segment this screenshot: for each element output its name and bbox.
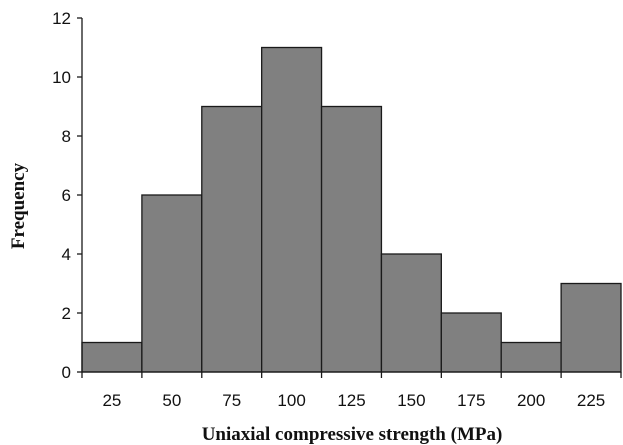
x-tick-label: 175 [457, 391, 485, 410]
x-ticks-group: 25 50 75 100 125 150 175 200 225 [81, 372, 622, 410]
y-tick-label: 12 [52, 9, 71, 28]
x-tick-label: 50 [162, 391, 181, 410]
bar-175 [440, 312, 502, 373]
bar-200 [500, 341, 562, 373]
bar-225 [560, 282, 622, 373]
bar-150 [380, 253, 442, 373]
bars-group [81, 46, 622, 373]
x-tick-label: 75 [222, 391, 241, 410]
bar-125 [320, 105, 383, 373]
y-axis-title: Frequency [8, 162, 29, 249]
y-tick-label: 8 [62, 127, 71, 146]
y-tick-label: 6 [62, 186, 71, 205]
x-tick-label: 225 [577, 391, 605, 410]
y-ticks-group: 0 2 4 6 8 10 12 [52, 9, 82, 382]
y-tick-label: 2 [62, 304, 71, 323]
x-tick-label: 100 [277, 391, 305, 410]
y-tick-label: 0 [62, 363, 71, 382]
y-tick-label: 10 [52, 68, 71, 87]
x-axis-title: Uniaxial compressive strength (MPa) [202, 424, 503, 445]
bar-100 [261, 46, 323, 373]
bar-75 [201, 105, 263, 373]
x-tick-label: 150 [397, 391, 425, 410]
x-tick-label: 200 [517, 391, 545, 410]
bar-50 [141, 194, 203, 373]
x-tick-label: 25 [102, 391, 121, 410]
x-tick-label: 125 [337, 391, 365, 410]
bar-25 [81, 341, 143, 373]
y-tick-label: 4 [62, 245, 71, 264]
